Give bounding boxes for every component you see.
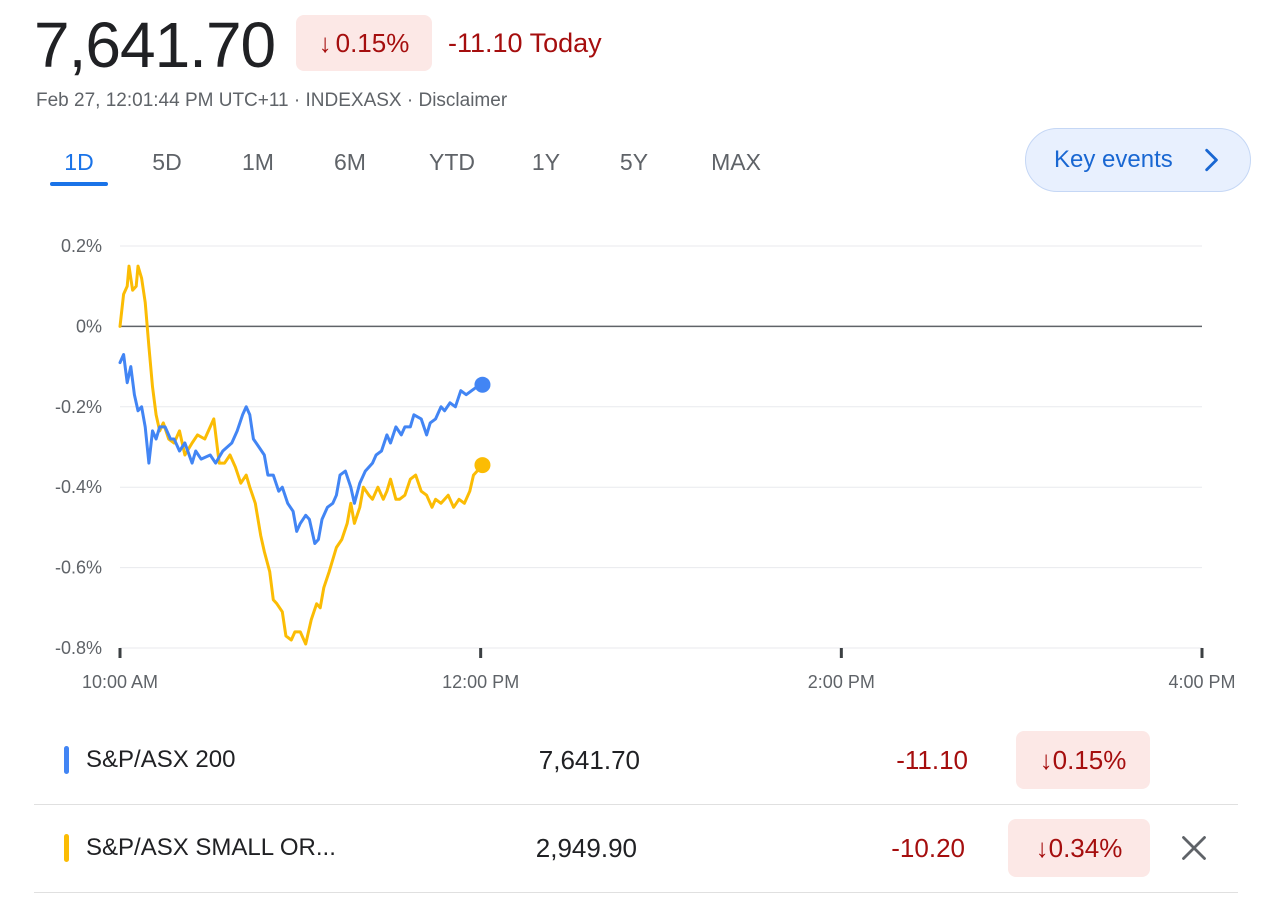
tab-ytd[interactable]: YTD (429, 149, 475, 175)
series-value: 7,641.70 (538, 745, 640, 775)
series-percent: 0.34% (1048, 833, 1123, 863)
tab-1m[interactable]: 1M (242, 149, 274, 175)
percent-change-badge: ↓ 0.15% (296, 15, 432, 71)
percent-change-value: 0.15% (335, 28, 410, 58)
tab-1d[interactable]: 1D (50, 140, 108, 186)
series-line (118, 353, 484, 545)
chart-series (118, 264, 491, 646)
tab-max[interactable]: MAX (711, 149, 761, 175)
quote-timestamp: Feb 27, 12:01:44 PM UTC+11 (36, 90, 289, 111)
series-change: -11.10 (896, 745, 968, 775)
legend-row-asx-small-ords[interactable]: S&P/ASX SMALL OR... 2,949.90 -10.20 ↓0.3… (34, 804, 1238, 893)
y-tick-label: -0.4% (55, 477, 102, 497)
tab-6m[interactable]: 6M (334, 149, 366, 175)
y-tick-label: 0% (76, 316, 102, 336)
close-icon[interactable] (1180, 834, 1208, 862)
key-events-button[interactable]: Key events (1025, 128, 1251, 192)
tab-5y[interactable]: 5Y (619, 149, 649, 175)
x-tick-label: 10:00 AM (82, 672, 158, 692)
series-name: S&P/ASX SMALL OR... (86, 834, 336, 861)
series-percent-badge: ↓0.34% (1008, 819, 1150, 877)
x-tick-label: 12:00 PM (442, 672, 519, 692)
y-tick-label: -0.2% (55, 397, 102, 417)
y-tick-label: 0.2% (61, 236, 102, 256)
series-change: -10.20 (891, 833, 965, 863)
series-endpoint (474, 457, 491, 474)
quote-meta: Feb 27, 12:01:44 PM UTC+11 · INDEXASX · … (36, 88, 507, 114)
series-color-swatch (64, 746, 69, 774)
series-name: S&P/ASX 200 (86, 746, 236, 773)
x-axis: 10:00 AM 12:00 PM 2:00 PM 4:00 PM (82, 647, 1236, 692)
series-percent: 0.15% (1052, 745, 1127, 775)
series-line (118, 264, 484, 646)
tab-5d[interactable]: 5D (152, 149, 182, 175)
arrow-down-icon: ↓ (1035, 833, 1049, 863)
exchange-label: INDEXASX (305, 90, 402, 111)
price-chart[interactable]: 0.2% 0% -0.2% -0.4% -0.6% -0.8% 10:00 AM 12:00… (0, 220, 1282, 700)
x-tick-label: 4:00 PM (1168, 672, 1235, 692)
series-color-swatch (64, 834, 69, 862)
range-tabs: 1D 5D 1M 6M YTD 1Y 5Y MAX (40, 140, 800, 186)
series-percent-badge: ↓0.15% (1016, 731, 1150, 789)
meta-separator-2: · (401, 90, 419, 111)
arrow-down-icon: ↓ (318, 28, 332, 58)
price-value: 7,641.70 (34, 9, 276, 81)
series-value: 2,949.90 (535, 833, 637, 863)
y-axis-labels: 0.2% 0% -0.2% -0.4% -0.6% -0.8% (55, 236, 102, 658)
y-tick-label: -0.8% (55, 638, 102, 658)
chevron-right-icon (1205, 148, 1218, 172)
x-tick-label: 2:00 PM (808, 672, 875, 692)
key-events-label: Key events (1054, 146, 1173, 173)
active-tab-indicator (50, 182, 108, 186)
y-tick-label: -0.6% (55, 558, 102, 578)
arrow-down-icon: ↓ (1039, 745, 1053, 775)
tab-1y[interactable]: 1Y (531, 149, 561, 175)
disclaimer-link[interactable]: Disclaimer (418, 90, 508, 111)
meta-separator: · (288, 90, 306, 111)
series-endpoint (474, 376, 491, 393)
legend-row-asx200[interactable]: S&P/ASX 200 7,641.70 -11.10 ↓0.15% (34, 716, 1238, 805)
chart-grid (120, 245, 1202, 649)
change-today: -11.10 Today (448, 28, 602, 58)
